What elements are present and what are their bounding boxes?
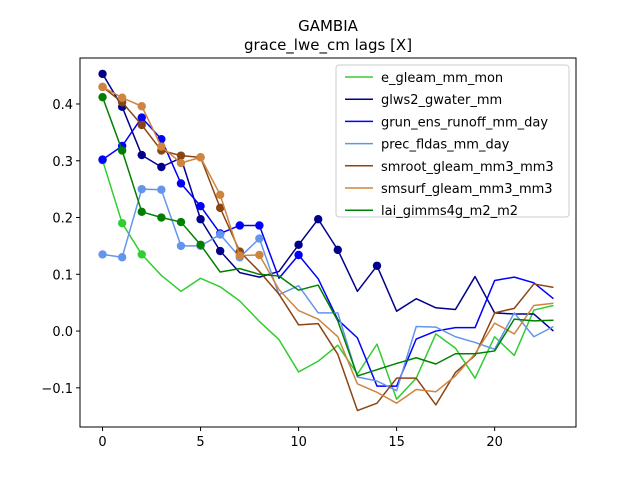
- data-point: [98, 69, 107, 79]
- x-tick-label: 10: [290, 435, 307, 450]
- y-tick-label: 0.3: [52, 155, 73, 170]
- data-point: [137, 113, 146, 122]
- data-point: [255, 250, 264, 260]
- series-line-e_gleam_mm_mon: [101, 159, 554, 400]
- legend-label: smroot_gleam_mm3_mm3: [381, 160, 554, 175]
- data-point: [196, 240, 205, 249]
- data-point: [117, 93, 127, 102]
- plot-area: [98, 69, 554, 412]
- y-tick-label: 0.2: [52, 212, 73, 227]
- data-point: [117, 253, 127, 262]
- data-point: [215, 203, 225, 213]
- y-axis: −0.1 0.0 0.1 0.2 0.3 0.4: [41, 98, 80, 397]
- chart-subtitle: grace_lwe_cm lags [X]: [244, 36, 412, 55]
- x-tick-label: 15: [388, 435, 405, 450]
- chart-title: GAMBIA: [298, 17, 359, 35]
- data-point: [196, 215, 205, 224]
- legend-label: smsurf_gleam_mm3_mm3: [381, 182, 553, 197]
- y-tick-label: 0.4: [52, 98, 73, 113]
- data-point: [255, 234, 264, 243]
- data-point: [98, 250, 107, 259]
- series-line-smsurf_gleam_mm3_mm3: [102, 86, 554, 404]
- series-prec_fldas_mm_day: [98, 184, 554, 392]
- series-lai_gimms4g_m2_m2: [98, 92, 554, 377]
- data-point: [235, 221, 244, 230]
- data-point: [176, 217, 186, 227]
- data-point: [98, 155, 107, 164]
- series-smsurf_gleam_mm3_mm3: [98, 82, 554, 404]
- data-point: [137, 250, 146, 259]
- data-point: [117, 146, 127, 155]
- data-point: [157, 213, 166, 222]
- data-point: [137, 102, 146, 111]
- data-point: [255, 221, 264, 230]
- data-point: [98, 82, 107, 92]
- data-point: [157, 185, 166, 194]
- x-tick-label: 5: [196, 435, 204, 450]
- legend: e_gleam_mm_mon glws2_gwater_mm grun_ens_ru…: [335, 64, 570, 219]
- data-point: [215, 190, 225, 200]
- data-point: [196, 153, 205, 162]
- data-point: [137, 150, 146, 160]
- data-point: [176, 151, 186, 160]
- series-grun_ens_runoff_mm_day: [98, 113, 554, 387]
- y-tick-label: 0.0: [52, 325, 73, 340]
- data-point: [215, 246, 225, 256]
- x-tick-label: 0: [98, 435, 106, 450]
- legend-label: glws2_gwater_mm: [381, 93, 502, 108]
- x-tick-label: 20: [486, 435, 503, 450]
- legend-box: [335, 64, 570, 218]
- data-point: [294, 240, 303, 249]
- data-point: [333, 245, 342, 255]
- data-point: [137, 120, 146, 130]
- data-point: [176, 179, 186, 188]
- data-point: [137, 207, 146, 217]
- legend-label: e_gleam_mm_mon: [381, 71, 503, 86]
- legend-label: grun_ens_runoff_mm_day: [381, 115, 548, 130]
- y-tick-label: 0.1: [52, 268, 73, 283]
- data-point: [176, 241, 186, 251]
- legend-label: lai_gimms4g_m2_m2: [381, 204, 518, 219]
- data-point: [98, 92, 107, 102]
- data-point: [117, 219, 127, 228]
- data-point: [157, 142, 166, 151]
- data-point: [157, 162, 166, 172]
- series-line-grun_ens_runoff_mm_day: [102, 116, 554, 387]
- data-point: [294, 250, 303, 260]
- series-line-prec_fldas_mm_day: [102, 188, 554, 392]
- y-tick-label: −0.1: [41, 382, 73, 397]
- data-point: [176, 158, 186, 168]
- data-point: [235, 251, 244, 260]
- x-axis: 0 5 10 15 20: [98, 427, 503, 450]
- data-point: [314, 215, 323, 224]
- data-point: [137, 184, 146, 194]
- legend-label: prec_fldas_mm_day: [381, 138, 510, 153]
- data-point: [196, 201, 205, 211]
- data-point: [215, 230, 225, 239]
- data-point: [372, 261, 382, 270]
- plot-frame: [79, 57, 577, 428]
